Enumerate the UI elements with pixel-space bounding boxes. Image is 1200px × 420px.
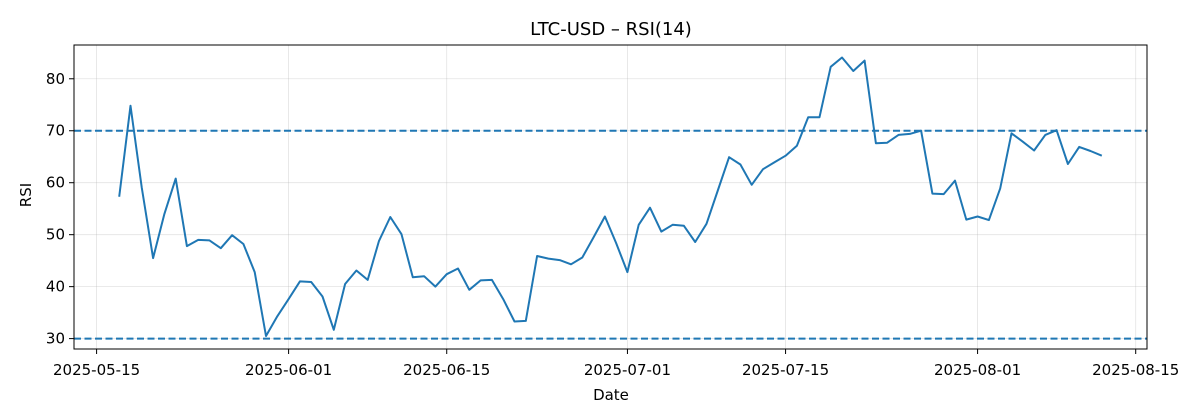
y-tick-label: 30 [46, 330, 65, 348]
x-tick-label: 2025-07-15 [742, 361, 829, 379]
y-tick-label: 60 [46, 174, 65, 192]
x-tick-label: 2025-06-01 [245, 361, 332, 379]
y-tick-label: 70 [46, 122, 65, 140]
reference-lines [74, 129, 1147, 340]
y-tick-label: 40 [46, 278, 65, 296]
x-tick-label: 2025-06-15 [403, 361, 490, 379]
x-axis-label: Date [593, 386, 629, 404]
x-tick-label: 2025-08-15 [1092, 361, 1179, 379]
rsi-series-line [118, 56, 1103, 337]
y-axis-label: RSI [17, 183, 35, 207]
y-axis-ticks: 30 40 50 60 70 80 [46, 70, 74, 348]
x-tick-label: 2025-05-15 [53, 361, 140, 379]
x-axis-ticks: 2025-05-15 2025-06-01 2025-06-15 2025-07-01… [53, 349, 1179, 379]
x-tick-label: 2025-08-01 [934, 361, 1021, 379]
y-tick-label: 50 [46, 226, 65, 244]
plot-frame [73, 44, 1148, 350]
series-layer [118, 56, 1103, 337]
x-tick-label: 2025-07-01 [584, 361, 671, 379]
chart-title: LTC-USD – RSI(14) [530, 19, 692, 40]
y-tick-label: 80 [46, 70, 65, 88]
